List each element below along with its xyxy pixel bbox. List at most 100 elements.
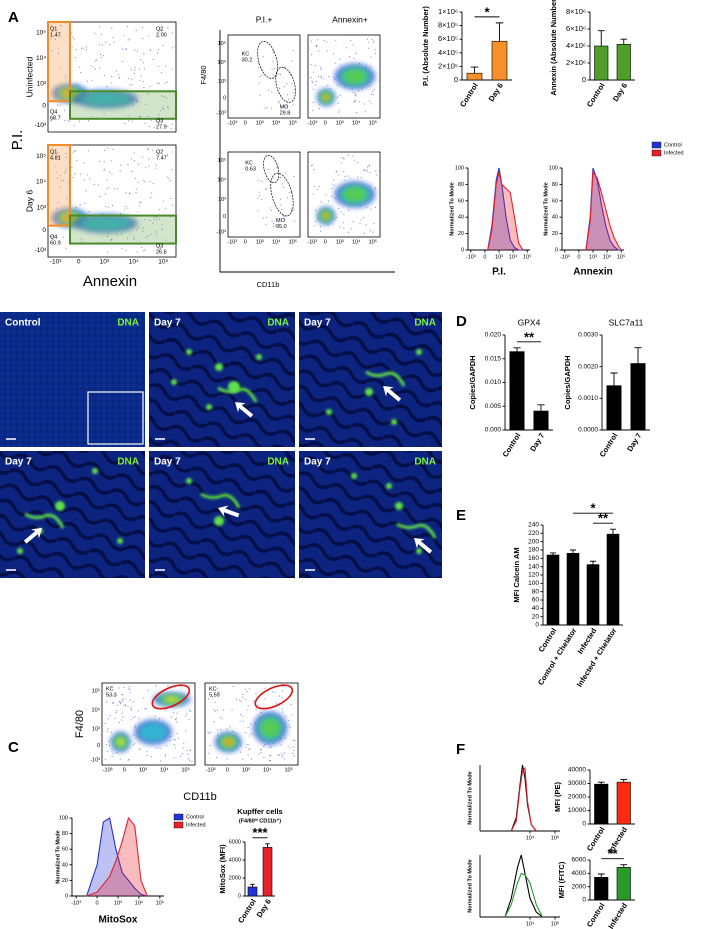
event-dot (109, 738, 112, 740)
event-dot (89, 178, 91, 180)
event-dot (118, 687, 120, 689)
event-dot (111, 686, 113, 688)
event-dot (284, 66, 286, 68)
image-title: Day 7 (154, 457, 181, 468)
event-dot (353, 57, 355, 59)
event-dot (125, 48, 127, 50)
event-dot (60, 179, 62, 182)
event-dot (59, 186, 61, 188)
event-dot (317, 188, 319, 190)
y-tick-label: 220 (528, 530, 539, 537)
flow-density (207, 685, 296, 762)
event-dot (247, 705, 249, 707)
event-dot (250, 733, 252, 735)
event-dot (140, 59, 142, 61)
x-tick-label: Day 7 (625, 431, 643, 453)
event-dot (138, 717, 140, 719)
event-dot (340, 157, 342, 159)
legend-label: Control (664, 142, 682, 148)
event-dot (264, 698, 266, 700)
event-dot (114, 717, 116, 719)
flow-tick-label: 10³ (100, 259, 110, 266)
event-dot (189, 749, 191, 751)
event-dot (162, 108, 165, 110)
event-dot (340, 65, 342, 67)
gate-value: 0.63 (245, 166, 256, 172)
flow-tick-label: 0 (244, 120, 247, 126)
event-dot (65, 152, 67, 155)
event-dot (288, 719, 290, 722)
density (342, 68, 368, 85)
event-dot (142, 27, 144, 29)
event-dot (173, 739, 175, 741)
green-signal (17, 548, 23, 554)
bar (262, 847, 273, 897)
event-dot (315, 209, 317, 211)
event-dot (279, 73, 282, 76)
event-dot (368, 100, 371, 102)
event-dot (135, 30, 137, 32)
y-axis-label: Normalized To Mode (467, 859, 473, 912)
event-dot (121, 60, 124, 63)
bar (616, 867, 631, 901)
y-tick-label: 160 (528, 555, 539, 562)
event-dot (270, 209, 273, 211)
flow-tick-label: -10³ (90, 758, 100, 764)
event-dot (55, 171, 57, 174)
green-signal (386, 483, 392, 489)
event-dot (281, 697, 283, 699)
event-dot (71, 36, 73, 38)
event-dot (136, 251, 138, 253)
bar (594, 783, 609, 825)
event-dot (100, 57, 103, 59)
event-dot (156, 152, 158, 154)
event-dot (340, 211, 342, 213)
event-dot (291, 82, 293, 85)
event-dot (85, 48, 88, 51)
event-dot (248, 749, 250, 751)
event-dot (372, 90, 374, 92)
flow-tick-label: 10⁴ (272, 119, 281, 126)
event-dot (54, 38, 57, 40)
event-dot (189, 710, 192, 713)
event-dot (262, 56, 264, 58)
event-dot (60, 25, 62, 27)
quadrant-value: 26.6 (156, 249, 167, 255)
event-dot (162, 45, 164, 47)
event-dot (130, 719, 132, 721)
event-dot (167, 107, 170, 109)
flow-tick-label: 10³ (256, 239, 264, 245)
event-dot (257, 67, 259, 69)
event-dot (226, 758, 228, 760)
event-dot (282, 711, 284, 713)
density (79, 216, 132, 231)
event-dot (118, 721, 120, 724)
event-dot (160, 72, 163, 74)
event-dot (167, 125, 169, 128)
event-dot (239, 720, 241, 722)
gate (270, 172, 294, 217)
event-dot (253, 733, 255, 735)
y-tick-label: 60 (458, 198, 464, 204)
event-dot (292, 50, 294, 52)
event-dot (347, 154, 349, 156)
event-dot (252, 701, 254, 703)
tissue-texture (149, 451, 295, 578)
event-dot (247, 726, 249, 728)
event-dot (173, 743, 175, 746)
legend-label: Control (186, 814, 204, 820)
event-dot (176, 721, 178, 723)
event-dot (159, 28, 161, 30)
event-dot (149, 85, 151, 88)
event-dot (247, 754, 249, 756)
event-dot (293, 208, 295, 211)
y-tick-label: 0.0030 (578, 332, 598, 339)
bar (509, 351, 525, 431)
event-dot (267, 168, 269, 171)
event-dot (78, 120, 81, 122)
flow-plot-frame (227, 34, 301, 119)
event-dot (125, 205, 127, 208)
event-dot (291, 714, 293, 716)
event-dot (354, 100, 356, 102)
x-tick-label: 10⁶ (551, 920, 559, 927)
